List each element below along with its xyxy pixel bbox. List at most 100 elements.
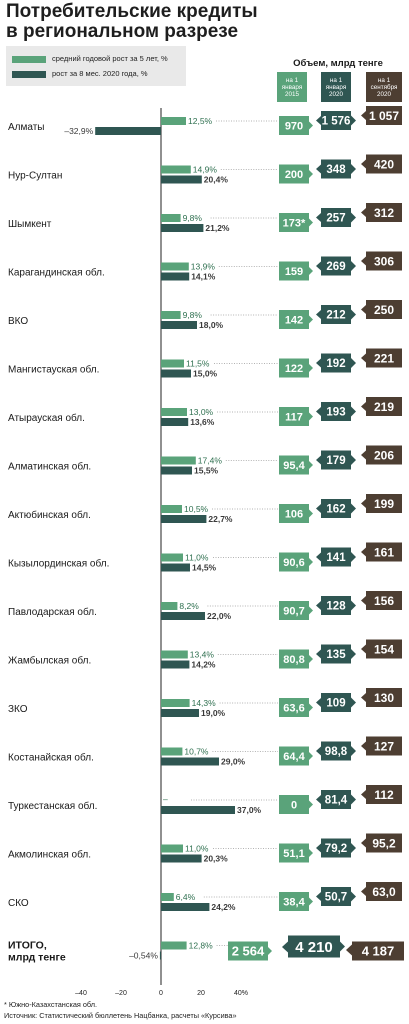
volume-jan2020-box: [321, 450, 356, 470]
volume-jan2020-box-label: 192: [326, 358, 345, 370]
volume-jan2020-box-label: 179: [326, 455, 345, 467]
volume-2015-box: [279, 649, 313, 669]
volume-2015-box: [279, 455, 313, 475]
volume-jan2020-box-label: 141: [326, 552, 346, 564]
volume-sep2020-box: [366, 203, 402, 222]
volume-jan2020-box-label: 1 576: [322, 116, 351, 128]
bar-label-growth-2020: 21,2%: [205, 223, 230, 233]
volume-jan2020-box: [321, 596, 356, 615]
bar-growth-5y: [161, 262, 189, 271]
volume-2015-box: [279, 746, 313, 766]
volume-jan2020-notch: [316, 552, 321, 562]
x-tick-label: –40: [75, 990, 87, 997]
volume-sep2020-box: [366, 882, 402, 901]
volume-sep2020-notch: [361, 208, 366, 217]
volume-sep2020-notch: [361, 305, 366, 314]
volume-jan2020-box-label: 98,8: [325, 746, 348, 758]
category-label: Мангистауская обл.: [8, 364, 99, 376]
volume-sep2020-box-label: 420: [374, 157, 394, 171]
bar-growth-2020: [161, 515, 207, 523]
bar-growth-2020: [161, 321, 197, 329]
bar-growth-2020: [161, 369, 191, 378]
volume-jan2020-notch: [316, 892, 321, 901]
volume-sep2020-box-label: 221: [374, 351, 394, 365]
volume-sep2020-box-label: 306: [374, 254, 394, 268]
bar-label-growth-2020: 29,0%: [221, 757, 246, 767]
bar-growth-5y: [161, 650, 188, 659]
volume-jan2020-notch: [316, 698, 321, 707]
volume-jan2020-box-label: 212: [326, 310, 345, 322]
volume-sep2020-box-label: 206: [374, 448, 394, 462]
volume-sep2020-box: [366, 251, 402, 271]
volume-2015-box-label: 64,4: [283, 751, 305, 763]
bar-label-growth-2020: 13,6%: [190, 417, 215, 427]
bar-growth-2020: [161, 612, 205, 620]
volume-sep2020-box-label: 95,2: [372, 836, 396, 850]
volume-2015-box-label: 106: [285, 508, 303, 520]
volume-sep2020-box: [366, 591, 402, 610]
category-label: Жамбылская обл.: [8, 655, 91, 667]
volume-sep2020-box: [366, 639, 402, 659]
volume-jan2020-box-label: 109: [326, 698, 345, 710]
bar-label-growth-2020: 24,2%: [211, 902, 236, 912]
bar-growth-5y: [161, 214, 181, 222]
volume-sep2020-notch: [361, 111, 366, 120]
volume-columns-title: Объем, млрд тенге: [293, 58, 383, 69]
x-tick-label: 20: [197, 990, 205, 997]
category-label: Павлодарская обл.: [8, 606, 97, 618]
volume-sep2020-box: [366, 542, 402, 562]
volume-jan2020-box-label: 269: [326, 261, 345, 273]
volume-jan2020-box: [321, 790, 356, 809]
volume-sep2020-box: [366, 833, 402, 853]
volume-sep2020-box-label: 63,0: [372, 885, 396, 899]
volume-jan2020-notch: [316, 407, 321, 416]
bar-growth-5y: [161, 311, 181, 319]
bar-label-growth-2020: 15,0%: [193, 369, 218, 379]
volume-sep2020-notch: [361, 450, 366, 460]
volume-jan2020-notch: [316, 843, 321, 853]
volume-2015-box: [279, 116, 313, 135]
bar-label-growth-2020: 20,4%: [204, 175, 229, 185]
volume-2015-box-label: 970: [285, 120, 303, 132]
volume-jan2020-notch: [316, 601, 321, 610]
volume-2015-box-label: 80,8: [283, 654, 304, 666]
bar-growth-5y: [161, 117, 186, 125]
volume-jan2020-notch: [316, 261, 321, 271]
volume-sep2020-box-label: 154: [374, 642, 394, 656]
category-label: Кызылординская обл.: [8, 558, 109, 570]
volume-sep2020-box: [366, 154, 402, 174]
category-label: млрд тенге: [8, 952, 66, 964]
category-label: Акмолинская обл.: [8, 849, 91, 861]
volume-jan2020-box: [288, 935, 345, 958]
volume-2015-box-label: 142: [285, 314, 303, 326]
volume-sep2020-box-label: 219: [374, 400, 394, 414]
category-label: Костанайская обл.: [8, 752, 94, 764]
category-label: ИТОГО,: [8, 940, 47, 952]
volume-jan2020-box: [321, 499, 356, 518]
bar-label-growth-5y: 13,4%: [190, 650, 215, 660]
bar-growth-2020: [95, 127, 161, 135]
bar-label-growth-5y: 12,8%: [189, 941, 214, 951]
bar-label-growth-2020: 37,0%: [237, 805, 262, 815]
volume-2015-box-label: 0: [291, 799, 297, 811]
volume-jan2020-notch: [316, 213, 321, 222]
bar-label-growth-5y: 9,8%: [183, 310, 203, 320]
volume-sep2020-box-label: 1 057: [369, 109, 399, 123]
volume-2015-box-label: 90,7: [283, 605, 304, 617]
volume-jan2020-notch: [282, 941, 288, 953]
volume-jan2020-box: [321, 644, 356, 664]
bar-label-growth-2020: 22,7%: [208, 514, 233, 524]
bar-label-growth-5y: 14,9%: [193, 165, 218, 175]
volume-sep2020-box: [366, 445, 402, 465]
bar-label-growth-5y: 14,3%: [192, 698, 217, 708]
volume-2015-box-label: 159: [285, 266, 303, 278]
volume-2015-box-label: 200: [285, 169, 303, 181]
bar-growth-5y: [161, 505, 182, 513]
volume-2015-box-label: 51,1: [283, 848, 304, 860]
volume-jan2020-box: [321, 693, 356, 712]
bar-label-growth-2020: 14,1%: [191, 272, 216, 282]
volume-2015-box: [279, 601, 313, 620]
volume-2015-box-label: 117: [285, 411, 303, 423]
volume-sep2020-notch: [361, 402, 366, 411]
